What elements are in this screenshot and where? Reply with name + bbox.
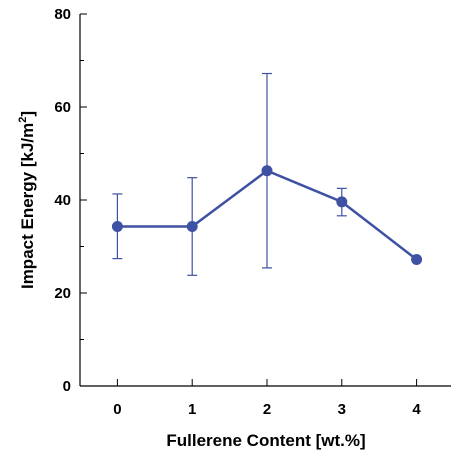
y-axis-title: Impact Energy [kJ/m2] xyxy=(17,111,37,289)
error-bars xyxy=(112,72,347,276)
y-axis-title-sup: 2 xyxy=(17,117,29,123)
x-tick-label-2: 2 xyxy=(263,401,271,418)
data-point-2 xyxy=(261,165,273,177)
y-tick-label-40: 40 xyxy=(54,192,71,209)
data-point-1 xyxy=(186,221,198,233)
y-axis-title-main: Impact Energy [kJ/m xyxy=(18,123,37,289)
y-tick-label-60: 60 xyxy=(54,99,71,116)
x-axis-ticks: 0 1 2 3 4 xyxy=(113,379,421,418)
y-tick-label-80: 80 xyxy=(54,6,71,23)
data-point-3 xyxy=(336,196,348,208)
y-axis-ticks: 0 20 40 60 80 xyxy=(54,6,87,395)
y-tick-label-0: 0 xyxy=(63,378,71,395)
plot-axes xyxy=(79,14,451,387)
y-tick-label-20: 20 xyxy=(54,285,71,302)
x-tick-label-4: 4 xyxy=(412,401,421,418)
y-axis-title-tail: ] xyxy=(18,111,37,117)
data-points xyxy=(111,165,423,266)
x-tick-label-0: 0 xyxy=(113,401,121,418)
x-tick-label-1: 1 xyxy=(188,401,196,418)
x-tick-label-3: 3 xyxy=(338,401,346,418)
x-axis-title: Fullerene Content [wt.%] xyxy=(166,431,365,450)
data-point-4 xyxy=(411,254,423,266)
data-point-0 xyxy=(111,221,123,233)
